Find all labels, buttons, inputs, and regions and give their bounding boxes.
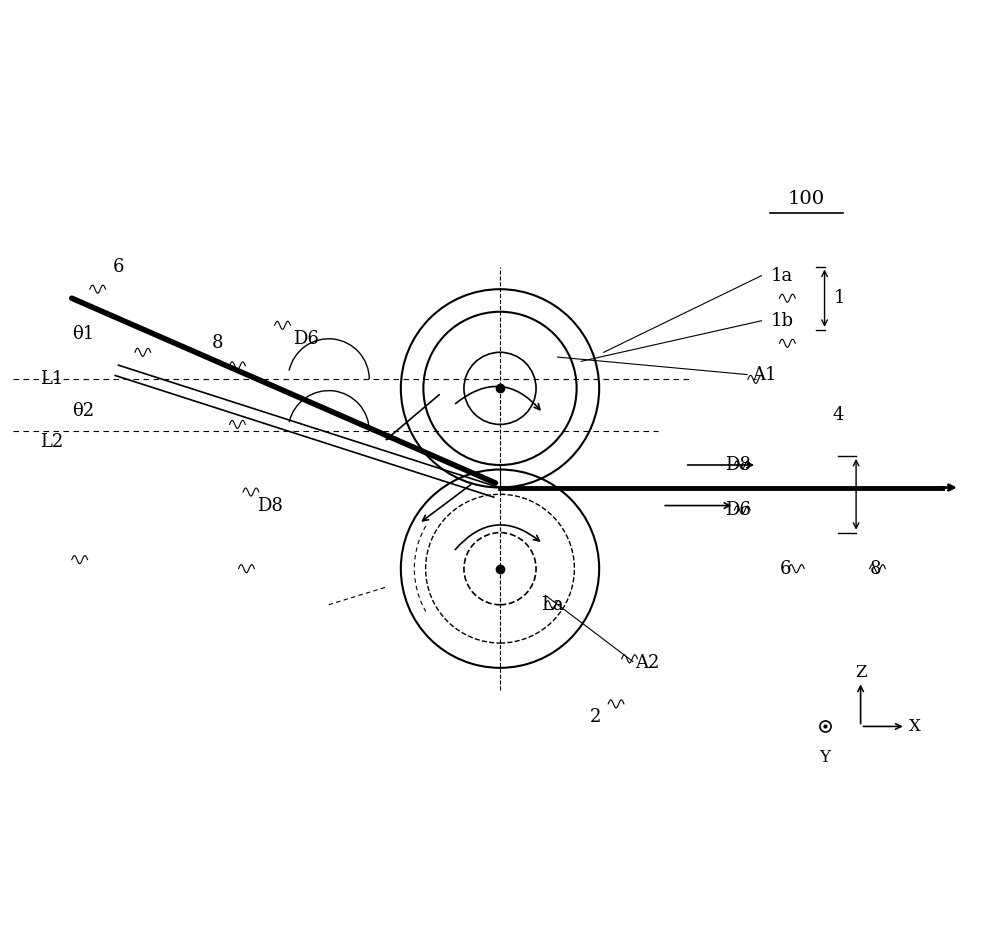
Text: 1a: 1a	[770, 267, 793, 285]
Text: 100: 100	[788, 190, 825, 208]
Text: 6: 6	[779, 560, 791, 577]
Text: D8: D8	[257, 497, 282, 515]
Text: La: La	[541, 595, 563, 614]
Text: L1: L1	[40, 370, 64, 389]
Text: L2: L2	[40, 434, 63, 452]
Text: θ2: θ2	[72, 402, 94, 420]
Text: D6: D6	[725, 501, 751, 519]
Text: 6: 6	[112, 257, 124, 276]
Text: 8: 8	[212, 334, 223, 352]
Text: 8: 8	[870, 560, 881, 577]
Text: θ1: θ1	[72, 325, 94, 344]
Text: 4: 4	[832, 407, 844, 424]
Text: D8: D8	[725, 456, 751, 474]
Text: 1b: 1b	[770, 312, 793, 330]
Text: Y: Y	[819, 749, 830, 766]
Text: 2: 2	[590, 708, 602, 727]
Text: Z: Z	[855, 664, 866, 681]
Text: D6: D6	[293, 330, 319, 347]
Text: 1: 1	[834, 289, 845, 307]
Text: X: X	[909, 718, 921, 735]
Text: A2: A2	[635, 654, 660, 672]
Text: A1: A1	[752, 366, 777, 384]
